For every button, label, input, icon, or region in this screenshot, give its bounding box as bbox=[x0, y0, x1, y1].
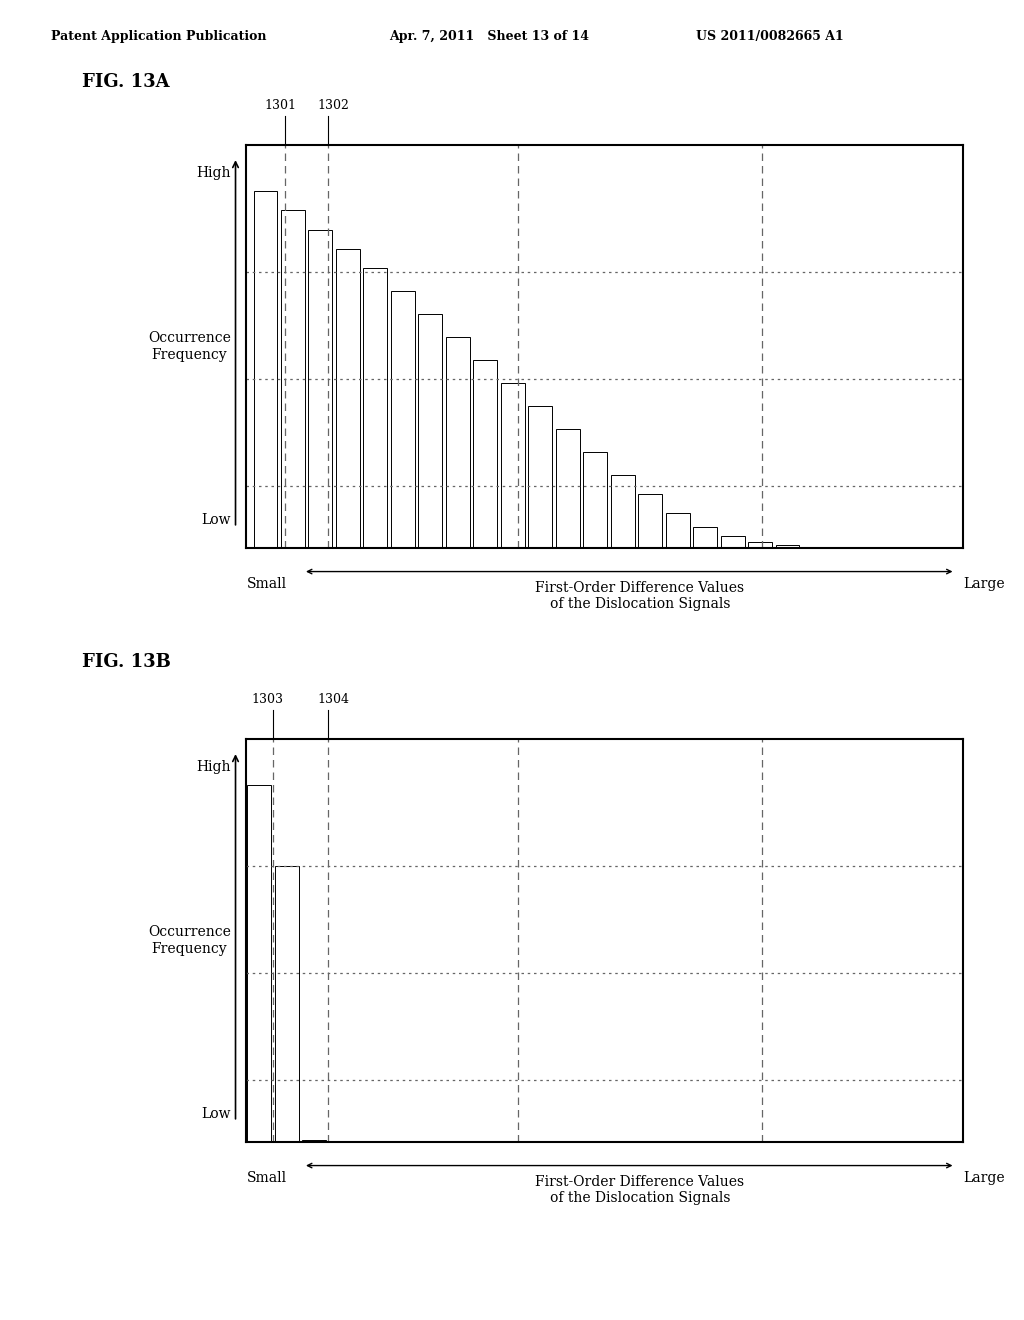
Bar bbox=[364, 268, 387, 548]
Text: Occurrence
Frequency: Occurrence Frequency bbox=[148, 925, 230, 956]
Bar bbox=[254, 191, 278, 548]
Bar bbox=[248, 785, 271, 1142]
Bar bbox=[302, 1140, 327, 1142]
Text: Low: Low bbox=[201, 1106, 230, 1121]
Text: Apr. 7, 2011   Sheet 13 of 14: Apr. 7, 2011 Sheet 13 of 14 bbox=[389, 30, 589, 44]
Text: First-Order Difference Values
of the Dislocation Signals: First-Order Difference Values of the Dis… bbox=[536, 1175, 744, 1205]
Text: 1302: 1302 bbox=[317, 99, 349, 112]
Text: 1301: 1301 bbox=[264, 99, 296, 112]
Text: Small: Small bbox=[247, 577, 288, 591]
Bar bbox=[308, 230, 333, 548]
Text: Patent Application Publication: Patent Application Publication bbox=[51, 30, 266, 44]
Text: High: High bbox=[196, 166, 230, 181]
Bar bbox=[501, 383, 524, 548]
Text: Large: Large bbox=[964, 1171, 1005, 1185]
Text: Low: Low bbox=[201, 512, 230, 527]
Bar bbox=[274, 866, 299, 1142]
Text: FIG. 13B: FIG. 13B bbox=[82, 653, 171, 672]
Text: US 2011/0082665 A1: US 2011/0082665 A1 bbox=[696, 30, 844, 44]
Text: High: High bbox=[196, 760, 230, 775]
Bar bbox=[775, 545, 800, 548]
Bar bbox=[666, 513, 689, 548]
Text: 1303: 1303 bbox=[252, 693, 284, 706]
Text: Small: Small bbox=[247, 1171, 288, 1185]
Bar bbox=[721, 536, 744, 548]
Bar bbox=[445, 337, 470, 548]
Bar bbox=[556, 429, 580, 548]
Bar bbox=[473, 360, 498, 548]
Bar bbox=[749, 543, 772, 548]
Text: 1304: 1304 bbox=[317, 693, 349, 706]
Text: Large: Large bbox=[964, 577, 1005, 591]
Bar bbox=[528, 407, 552, 548]
Bar bbox=[610, 475, 635, 548]
Bar bbox=[336, 248, 359, 548]
Text: Occurrence
Frequency: Occurrence Frequency bbox=[148, 331, 230, 362]
Bar bbox=[391, 290, 415, 548]
Bar bbox=[584, 451, 607, 548]
Bar bbox=[281, 210, 305, 548]
Bar bbox=[419, 314, 442, 548]
Text: FIG. 13A: FIG. 13A bbox=[82, 73, 170, 91]
Bar bbox=[693, 527, 717, 548]
Bar bbox=[638, 494, 663, 548]
Text: First-Order Difference Values
of the Dislocation Signals: First-Order Difference Values of the Dis… bbox=[536, 581, 744, 611]
